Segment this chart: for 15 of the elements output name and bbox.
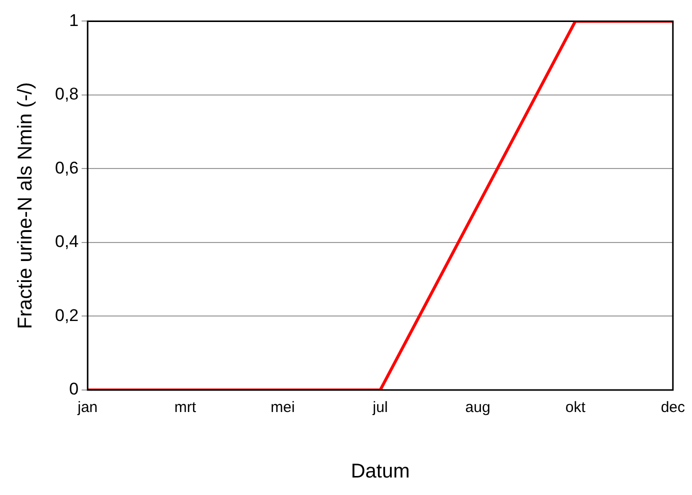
y-tick-label: 0,8 <box>54 84 79 104</box>
y-tick-label: 1 <box>69 10 79 30</box>
x-tick-label: dec <box>660 399 686 416</box>
x-tick-label: okt <box>565 399 586 416</box>
y-tick-label: 0 <box>69 380 79 399</box>
y-tick-label: 0,6 <box>54 158 79 178</box>
x-tick-label: mrt <box>174 399 197 416</box>
x-axis-title: Datum <box>350 460 410 483</box>
y-tick-label: 0,4 <box>54 232 79 252</box>
y-axis-title: Fractie urine-N als Nmin (-/) <box>14 82 37 329</box>
y-tick-label: 0,2 <box>54 306 79 325</box>
x-tick-label: jul <box>372 399 388 416</box>
x-tick-label: aug <box>465 399 490 416</box>
x-tick-label: jan <box>76 399 98 416</box>
x-tick-label: mei <box>270 399 295 416</box>
